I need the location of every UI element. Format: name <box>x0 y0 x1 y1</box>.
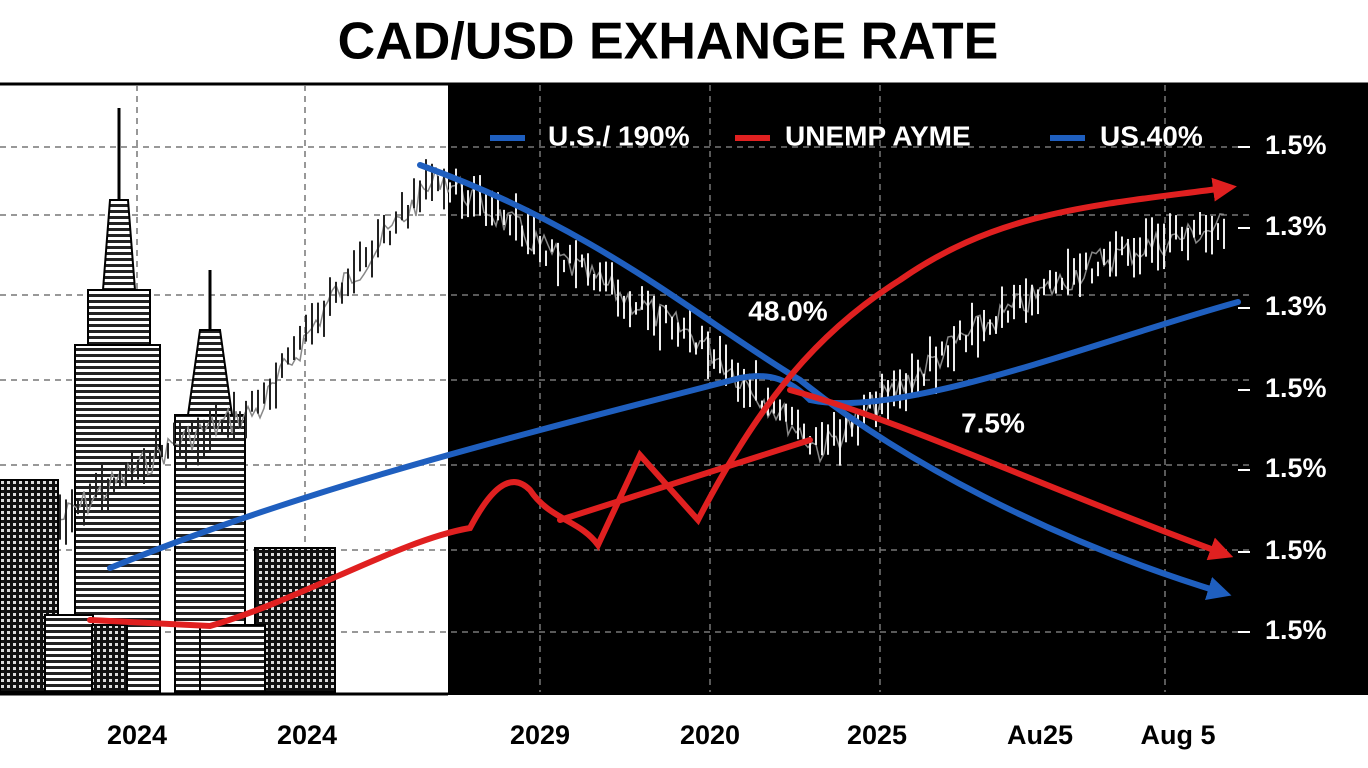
annotation: 7.5% <box>961 407 1025 438</box>
x-tick-label: Au25 <box>1007 720 1073 750</box>
y-tick-label: 1.5% <box>1265 130 1327 160</box>
annotation: 48.0% <box>748 295 827 326</box>
price-noise <box>59 159 1225 545</box>
y-tick-label: 1.3% <box>1265 211 1327 241</box>
y-tick-label: 1.3% <box>1265 291 1327 321</box>
chart-title: CAD/USD EXHANGE RATE <box>338 13 999 71</box>
axis-labels: 2024 2024 2029 2020 2025 Au25 Aug 5 1.5% 1.3% 1.3… <box>107 130 1327 750</box>
legend: U.S./ 190% UNEMP AYME US.40% <box>490 120 1203 151</box>
skyline <box>0 108 336 693</box>
y-tick-label: 1.5% <box>1265 535 1327 565</box>
legend-label: US.40% <box>1100 120 1203 151</box>
blue-line <box>107 299 1241 571</box>
x-tick-label: Aug 5 <box>1140 720 1215 750</box>
x-tick-label: 2025 <box>847 720 907 750</box>
x-tick-label: 2024 <box>107 720 167 750</box>
y-tick-label: 1.5% <box>1265 373 1327 403</box>
grid <box>0 85 1250 692</box>
blue-line <box>417 162 1232 600</box>
red-line <box>87 177 1237 630</box>
red-line <box>557 387 1222 553</box>
x-tick-label: 2024 <box>277 720 337 750</box>
trend-lines <box>87 162 1241 630</box>
legend-label: UNEMP AYME <box>785 120 971 151</box>
dark-panel <box>448 85 1368 695</box>
legend-label: U.S./ 190% <box>548 120 690 151</box>
y-tick-label: 1.5% <box>1265 453 1327 483</box>
y-tick-label: 1.5% <box>1265 615 1327 645</box>
x-tick-label: 2020 <box>680 720 740 750</box>
x-tick-label: 2029 <box>510 720 570 750</box>
